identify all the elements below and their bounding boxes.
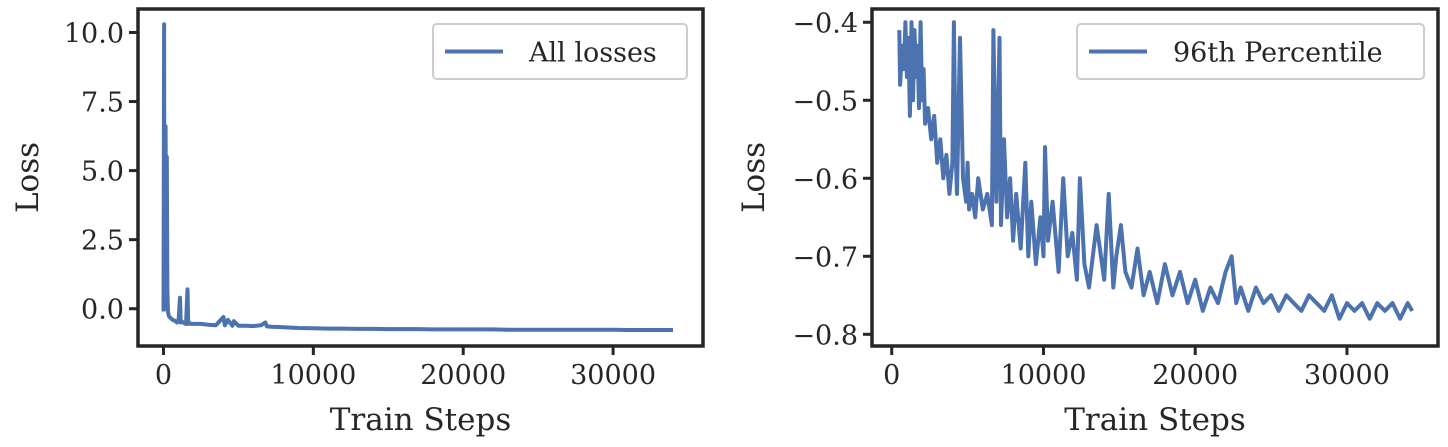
axes-frame [136,7,705,348]
x-tick-label: 0 [883,360,900,391]
y-tick-label: −0.6 [792,164,858,195]
legend: 96th Percentile [1076,23,1425,80]
x-tick-label: 20000 [420,360,506,391]
y-tick-label: −0.5 [792,86,858,117]
legend-box [432,23,688,80]
y-axis-label: Loss [736,142,772,213]
chart-panel-2: 0 10000 20000 30000 −0.4 −0.5 −0.6 −0.7 −0.8 Trai… [736,7,1440,438]
x-tick-label: 20000 [1152,360,1238,391]
legend-label: All losses [528,38,657,69]
y-tick-label: −0.8 [792,320,858,351]
y-axis-label: Loss [10,142,46,213]
legend-label: 96th Percentile [1173,38,1383,69]
y-tick-label: 10.0 [64,18,124,49]
x-tick-label: 30000 [1304,360,1390,391]
y-tick-label: 7.5 [81,88,124,119]
x-axis-label: Train Steps [330,402,512,438]
chart-panel-1: 0 10000 20000 30000 10.0 7.5 5.0 2.5 0.0 Train St… [10,7,705,438]
x-tick-label: 10000 [270,360,356,391]
y-tick-label: −0.4 [792,8,858,39]
x-tick-label: 0 [155,360,172,391]
x-tick-label: 10000 [1001,360,1087,391]
series-line-1 [161,22,673,332]
legend-box [1076,23,1425,80]
y-tick-label: −0.7 [792,242,858,273]
y-tick-label: 5.0 [81,157,124,188]
legend: All losses [432,23,688,80]
y-tick-label: 0.0 [81,295,124,326]
series-line-1 [897,20,1414,321]
x-tick-label: 30000 [570,360,656,391]
x-axis-label: Train Steps [1064,402,1246,438]
y-tick-label: 2.5 [81,226,124,257]
